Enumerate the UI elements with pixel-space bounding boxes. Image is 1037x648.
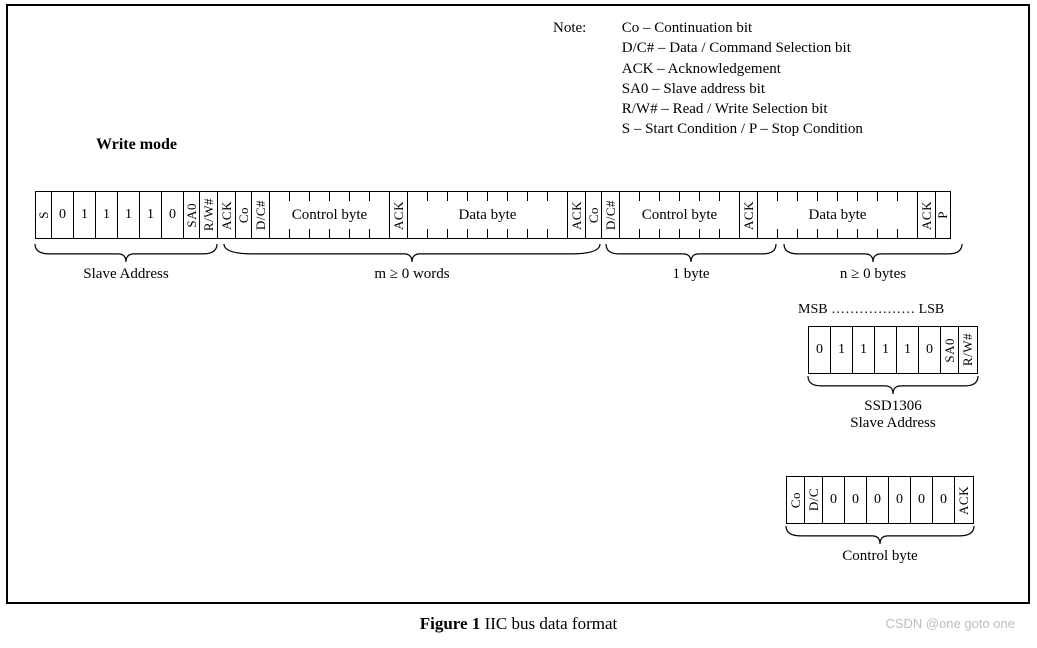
sa-sa0: SA0 — [940, 326, 958, 374]
slave-brace-line2: Slave Address — [850, 415, 935, 431]
ctrl2: Control byte — [619, 191, 739, 239]
dc1: D/C# — [251, 191, 269, 239]
co1-label: Co — [236, 207, 252, 223]
note-line-0: Co – Continuation bit — [622, 20, 752, 36]
cb-b1: 0 — [844, 476, 866, 524]
rw-bit-label: R/W# — [201, 198, 217, 231]
data2: Data byte — [757, 191, 917, 239]
dc2-label: D/C# — [603, 200, 619, 230]
ack2: ACK — [389, 191, 407, 239]
s-bit: S — [35, 191, 51, 239]
caption-bold: Figure 1 — [420, 614, 481, 633]
cb-ack: ACK — [954, 476, 974, 524]
ctrl-brace-label: Control byte — [786, 548, 974, 565]
p-bit-label: P — [935, 211, 951, 219]
cb-b4: 0 — [910, 476, 932, 524]
sa-b5: 0 — [918, 326, 940, 374]
brace-1byte — [606, 244, 776, 266]
cb-b5: 0 — [932, 476, 954, 524]
sa-b0: 0 — [808, 326, 830, 374]
slave-brace-svg — [808, 376, 978, 398]
ack1: ACK — [217, 191, 235, 239]
diagram-frame: Note: Co – Continuation bit D/C# – Data … — [6, 4, 1030, 604]
ack5: ACK — [917, 191, 935, 239]
p-bit: P — [935, 191, 951, 239]
ctrl1: Control byte — [269, 191, 389, 239]
dc2: D/C# — [601, 191, 619, 239]
mode-title: Write mode — [96, 136, 177, 154]
sa0-bit-label: SA0 — [184, 203, 200, 228]
watermark: CSDN @one goto one — [885, 616, 1015, 631]
caption-rest: IIC bus data format — [480, 614, 617, 633]
note-lines: Co – Continuation bit D/C# – Data / Comm… — [622, 18, 863, 140]
data1-label: Data byte — [459, 207, 517, 224]
control-byte-row: CoD/C000000ACK — [786, 476, 974, 524]
sa-rw: R/W# — [958, 326, 978, 374]
addr-b3: 1 — [117, 191, 139, 239]
sa-sa0-label: SA0 — [942, 338, 958, 363]
main-bit-row: S011110SA0R/W#ACKCoD/C#Control byteACKDa… — [35, 191, 951, 239]
msb-lsb-label: MSB ……………… LSB — [798, 302, 944, 318]
slave-brace-line1: SSD1306 — [864, 398, 922, 414]
brace-mwords-label: m ≥ 0 words — [224, 266, 600, 283]
cb-dc: D/C — [804, 476, 822, 524]
cb-b2: 0 — [866, 476, 888, 524]
cb-b3: 0 — [888, 476, 910, 524]
brace-slave — [35, 244, 217, 266]
cb-b0: 0 — [822, 476, 844, 524]
ctrl1-label: Control byte — [292, 207, 367, 224]
sa-b4: 1 — [896, 326, 918, 374]
ack4-label: ACK — [741, 201, 757, 230]
brace-slave-label: Slave Address — [35, 266, 217, 283]
data2-label: Data byte — [809, 207, 867, 224]
ack3: ACK — [567, 191, 585, 239]
co2: Co — [585, 191, 601, 239]
addr-b0: 0 — [51, 191, 73, 239]
note-block: Note: Co – Continuation bit D/C# – Data … — [553, 18, 863, 140]
addr-b4: 1 — [139, 191, 161, 239]
msb-text: MSB — [798, 302, 828, 317]
msb-dots: ……………… — [831, 302, 915, 317]
brace-nbytes — [784, 244, 962, 266]
s-bit-label: S — [36, 211, 52, 219]
data1: Data byte — [407, 191, 567, 239]
ctrl-brace-svg — [786, 526, 974, 548]
sa-b3: 1 — [874, 326, 896, 374]
addr-b5: 0 — [161, 191, 183, 239]
note-label: Note: — [553, 18, 618, 38]
cb-co-label: Co — [788, 492, 804, 508]
note-line-3: SA0 – Slave address bit — [622, 81, 765, 97]
addr-b2: 1 — [95, 191, 117, 239]
note-line-2: ACK – Acknowledgement — [622, 61, 781, 77]
note-line-1: D/C# – Data / Command Selection bit — [622, 40, 851, 56]
ack2-label: ACK — [391, 201, 407, 230]
cb-ack-label: ACK — [956, 486, 972, 515]
cb-co: Co — [786, 476, 804, 524]
sa0-bit: SA0 — [183, 191, 199, 239]
dc1-label: D/C# — [253, 200, 269, 230]
ack4: ACK — [739, 191, 757, 239]
slave-address-row: 011110SA0R/W# — [808, 326, 978, 374]
note-line-4: R/W# – Read / Write Selection bit — [622, 101, 828, 117]
figure-caption: Figure 1 IIC bus data format — [0, 614, 1037, 634]
lsb-text: LSB — [919, 302, 945, 317]
slave-brace-label: SSD1306Slave Address — [808, 398, 978, 432]
rw-bit: R/W# — [199, 191, 217, 239]
ack5-label: ACK — [919, 201, 935, 230]
sa-b1: 1 — [830, 326, 852, 374]
ctrl2-label: Control byte — [642, 207, 717, 224]
co2-label: Co — [586, 207, 602, 223]
ack3-label: ACK — [569, 201, 585, 230]
sa-rw-label: R/W# — [960, 333, 976, 366]
note-line-5: S – Start Condition / P – Stop Condition — [622, 121, 863, 137]
brace-1byte-label: 1 byte — [606, 266, 776, 283]
co1: Co — [235, 191, 251, 239]
sa-b2: 1 — [852, 326, 874, 374]
brace-mwords — [224, 244, 600, 266]
ack1-label: ACK — [219, 201, 235, 230]
addr-b1: 1 — [73, 191, 95, 239]
cb-dc-label: D/C — [806, 488, 822, 511]
brace-nbytes-label: n ≥ 0 bytes — [784, 266, 962, 283]
